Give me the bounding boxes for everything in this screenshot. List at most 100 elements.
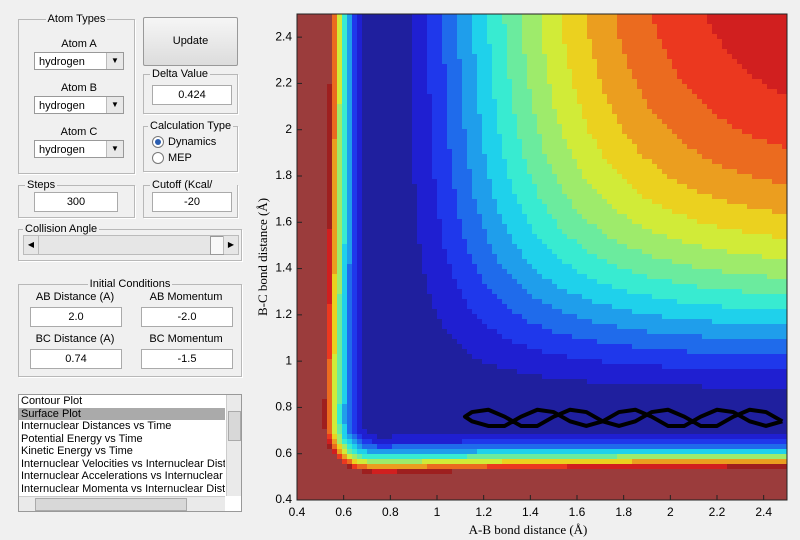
field-input[interactable]: 2.0	[30, 307, 122, 327]
surface-cell	[672, 39, 677, 44]
list-item[interactable]: Kinetic Energy vs Time	[21, 445, 133, 457]
surface-cell	[467, 239, 472, 244]
surface-cell	[447, 99, 452, 104]
radio-button[interactable]	[152, 136, 164, 148]
surface-cell	[352, 89, 357, 94]
surface-cell	[347, 144, 352, 149]
surface-cell	[547, 119, 552, 124]
surface-cell	[642, 169, 647, 174]
surface-cell	[387, 244, 392, 249]
slider-thumb[interactable]	[210, 236, 224, 255]
surface-cell	[482, 19, 487, 24]
collision-slider[interactable]: ◀ ▶	[23, 235, 239, 255]
surface-cell	[747, 214, 752, 219]
plot-listbox[interactable]: Contour Plot Surface Plot Internuclear Dis…	[18, 394, 242, 512]
surface-cell	[712, 134, 717, 139]
surface-cell	[527, 64, 532, 69]
field-input[interactable]: -2.0	[141, 307, 233, 327]
surface-cell	[382, 259, 387, 264]
surface-cell	[382, 244, 387, 249]
surface-cell	[782, 214, 787, 219]
surface-cell	[442, 59, 447, 64]
slider-left[interactable]: ◀	[24, 236, 39, 254]
surface-cell	[462, 14, 467, 19]
surface-cell	[312, 179, 317, 184]
surface-cell	[652, 124, 657, 129]
surface-cell	[392, 254, 397, 259]
surface-cell	[352, 234, 357, 239]
surface-cell	[482, 234, 487, 239]
list-item[interactable]: Internuclear Velocities vs Internuclear …	[21, 457, 225, 470]
surface-cell	[732, 69, 737, 74]
list-item[interactable]: Internuclear Accelerations vs Internucle…	[21, 470, 225, 482]
surface-cell	[357, 214, 362, 219]
surface-cell	[312, 134, 317, 139]
surface-cell	[672, 14, 677, 19]
surface-cell	[427, 64, 432, 69]
horizontal-scrollbar[interactable]	[19, 496, 225, 511]
surface-cell	[447, 39, 452, 44]
surface-cell	[497, 64, 502, 69]
slider-right[interactable]: ▶	[223, 236, 238, 254]
surface-cell	[762, 254, 767, 259]
surface-cell	[622, 54, 627, 59]
surface-cell	[582, 204, 587, 209]
field-input[interactable]: 0.74	[30, 349, 122, 369]
surface-cell	[657, 234, 662, 239]
surface-cell	[547, 89, 552, 94]
surface-cell	[302, 254, 307, 259]
cutoff-input[interactable]: -20	[152, 192, 232, 212]
surface-cell	[322, 54, 327, 59]
steps-input[interactable]: 300	[34, 192, 118, 212]
surface-cell	[742, 69, 747, 74]
update-button[interactable]: Update	[143, 17, 238, 66]
surface-cell	[642, 219, 647, 224]
surface-cell	[722, 219, 727, 224]
radio-option[interactable]: MEP	[152, 151, 192, 165]
atom-dropdown[interactable]: hydrogen ▼	[34, 140, 124, 158]
surface-cell	[367, 229, 372, 234]
surface-cell	[767, 249, 772, 254]
surface-cell	[317, 19, 322, 24]
radio-option[interactable]: Dynamics	[152, 135, 216, 149]
surface-cell	[617, 249, 622, 254]
surface-cell	[462, 94, 467, 99]
list-item[interactable]: Internuclear Distances vs Time	[21, 420, 172, 432]
surface-cell	[477, 104, 482, 109]
surface-cell	[592, 204, 597, 209]
radio-button[interactable]	[152, 152, 164, 164]
delta-input[interactable]: 0.424	[152, 85, 232, 105]
list-item[interactable]: Internuclear Momenta vs Internuclear Dis…	[21, 482, 225, 495]
vertical-scrollbar[interactable]	[226, 395, 241, 496]
atom-dropdown[interactable]: hydrogen ▼	[34, 52, 124, 70]
surface-cell	[532, 199, 537, 204]
surface-cell	[487, 179, 492, 184]
dropdown-arrow[interactable]: ▼	[106, 97, 123, 113]
surface-cell	[702, 99, 707, 104]
surface-cell	[527, 84, 532, 89]
atom-dropdown[interactable]: hydrogen ▼	[34, 96, 124, 114]
list-item[interactable]: Contour Plot	[21, 395, 83, 407]
surface-cell	[472, 154, 477, 159]
surface-cell	[337, 59, 342, 64]
surface-cell	[497, 79, 502, 84]
dropdown-arrow[interactable]: ▼	[106, 141, 123, 157]
surface-cell	[707, 164, 712, 169]
surface-cell	[327, 259, 332, 264]
surface-cell	[732, 64, 737, 69]
surface-cell	[362, 174, 367, 179]
surface-cell	[617, 49, 622, 54]
surface-cell	[577, 154, 582, 159]
list-item[interactable]: Surface Plot	[19, 407, 225, 420]
field-input[interactable]: -1.5	[141, 349, 233, 369]
surface-cell	[382, 169, 387, 174]
surface-cell	[597, 224, 602, 229]
dropdown-arrow[interactable]: ▼	[106, 53, 123, 69]
surface-cell	[437, 24, 442, 29]
surface-cell	[367, 44, 372, 49]
surface-cell	[437, 94, 442, 99]
surface-cell	[382, 149, 387, 154]
surface-cell	[432, 74, 437, 79]
surface-cell	[352, 159, 357, 164]
list-item[interactable]: Potential Energy vs Time	[21, 432, 143, 445]
